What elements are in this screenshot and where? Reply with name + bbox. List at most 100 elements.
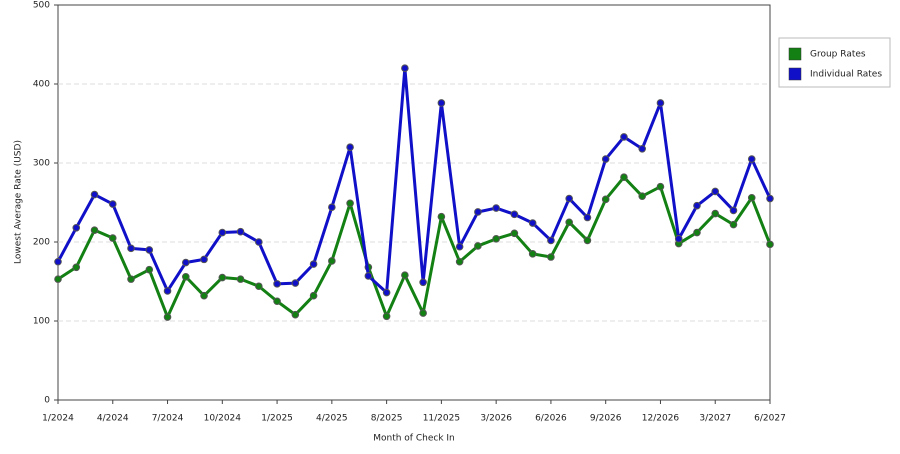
data-point: [236, 227, 245, 236]
data-point: [181, 258, 190, 267]
data-point: [437, 212, 446, 221]
data-point: [601, 155, 610, 163]
data-point: [364, 272, 373, 280]
legend-label: Group Rates: [810, 50, 866, 60]
x-tick-label: 1/2025: [261, 414, 293, 424]
data-point: [492, 204, 500, 212]
data-point: [601, 195, 610, 204]
data-point: [181, 272, 190, 281]
data-point: [236, 275, 245, 283]
data-point: [620, 133, 628, 141]
y-axis-label: Lowest Average Rate (USD): [14, 140, 24, 264]
x-tick-label: 1/2024: [42, 414, 74, 424]
data-point: [309, 260, 318, 268]
x-tick-label: 10/2024: [204, 414, 242, 424]
x-tick-label: 4/2024: [97, 414, 129, 424]
series-line: [56, 66, 772, 295]
data-point: [674, 235, 683, 243]
data-point: [565, 194, 573, 203]
x-axis-label: Month of Check In: [373, 434, 455, 444]
data-point: [583, 213, 592, 222]
data-point: [419, 278, 427, 287]
data-point: [145, 246, 154, 254]
x-tick-label: 12/2026: [642, 414, 680, 424]
data-point: [693, 228, 701, 237]
data-point: [656, 182, 665, 191]
data-point: [291, 310, 300, 319]
x-tick-label: 6/2027: [754, 414, 786, 424]
y-tick-label: 0: [44, 396, 50, 406]
data-point: [711, 187, 720, 196]
data-point: [528, 250, 537, 258]
legend-swatch: [788, 47, 802, 61]
data-point: [401, 271, 409, 279]
data-point: [729, 206, 738, 215]
x-tick-label: 6/2026: [535, 414, 567, 424]
series-line: [57, 175, 772, 319]
x-tick-label: 3/2026: [480, 414, 512, 424]
data-point: [346, 199, 354, 208]
data-point: [620, 173, 628, 182]
data-point: [273, 280, 281, 288]
data-point: [711, 209, 720, 218]
legend-swatch: [788, 67, 802, 81]
y-tick-label: 100: [33, 317, 50, 327]
data-point: [455, 257, 464, 266]
data-point: [437, 99, 446, 107]
data-point: [54, 275, 62, 283]
data-point: [766, 194, 774, 203]
y-tick-label: 400: [33, 80, 50, 90]
data-point: [766, 240, 774, 249]
x-tick-label: 3/2027: [699, 414, 731, 424]
data-point: [382, 288, 391, 297]
data-point: [656, 99, 665, 107]
x-tick-label: 8/2025: [371, 414, 403, 424]
y-tick-label: 300: [33, 159, 50, 169]
data-point: [163, 287, 172, 295]
data-point: [90, 190, 99, 199]
data-point: [474, 242, 482, 250]
data-point: [419, 309, 427, 317]
data-point: [163, 313, 172, 321]
data-point: [547, 236, 555, 245]
data-point: [547, 253, 555, 261]
legend-label: Individual Rates: [810, 70, 882, 80]
data-point: [455, 242, 464, 251]
data-point: [474, 208, 482, 216]
data-point: [638, 144, 647, 153]
y-tick-label: 500: [33, 1, 50, 11]
x-tick-label: 4/2025: [316, 414, 348, 424]
data-point: [218, 273, 227, 282]
data-point: [200, 255, 208, 264]
data-point: [747, 193, 756, 202]
data-point: [510, 210, 519, 219]
data-point: [72, 223, 81, 232]
data-point: [127, 244, 135, 253]
x-tick-label: 9/2026: [590, 414, 622, 424]
x-tick-label: 11/2025: [423, 414, 460, 424]
y-tick-label: 200: [33, 238, 50, 248]
data-point: [401, 64, 409, 72]
data-point: [200, 291, 208, 300]
data-point: [583, 236, 592, 245]
data-point: [54, 257, 62, 266]
data-point: [72, 263, 81, 272]
data-point: [328, 257, 336, 265]
data-point: [346, 143, 354, 151]
data-point: [693, 201, 701, 210]
data-point: [565, 218, 573, 227]
data-point: [108, 200, 117, 208]
data-point: [255, 282, 263, 291]
data-point: [273, 297, 281, 306]
data-point: [729, 220, 738, 229]
data-point: [291, 279, 300, 287]
data-point: [108, 234, 117, 242]
data-point: [218, 228, 227, 237]
data-point: [747, 155, 756, 163]
data-point: [492, 235, 500, 243]
data-point: [528, 219, 537, 227]
data-point: [90, 226, 99, 234]
data-point: [510, 229, 519, 238]
x-tick-label: 7/2024: [152, 414, 184, 424]
